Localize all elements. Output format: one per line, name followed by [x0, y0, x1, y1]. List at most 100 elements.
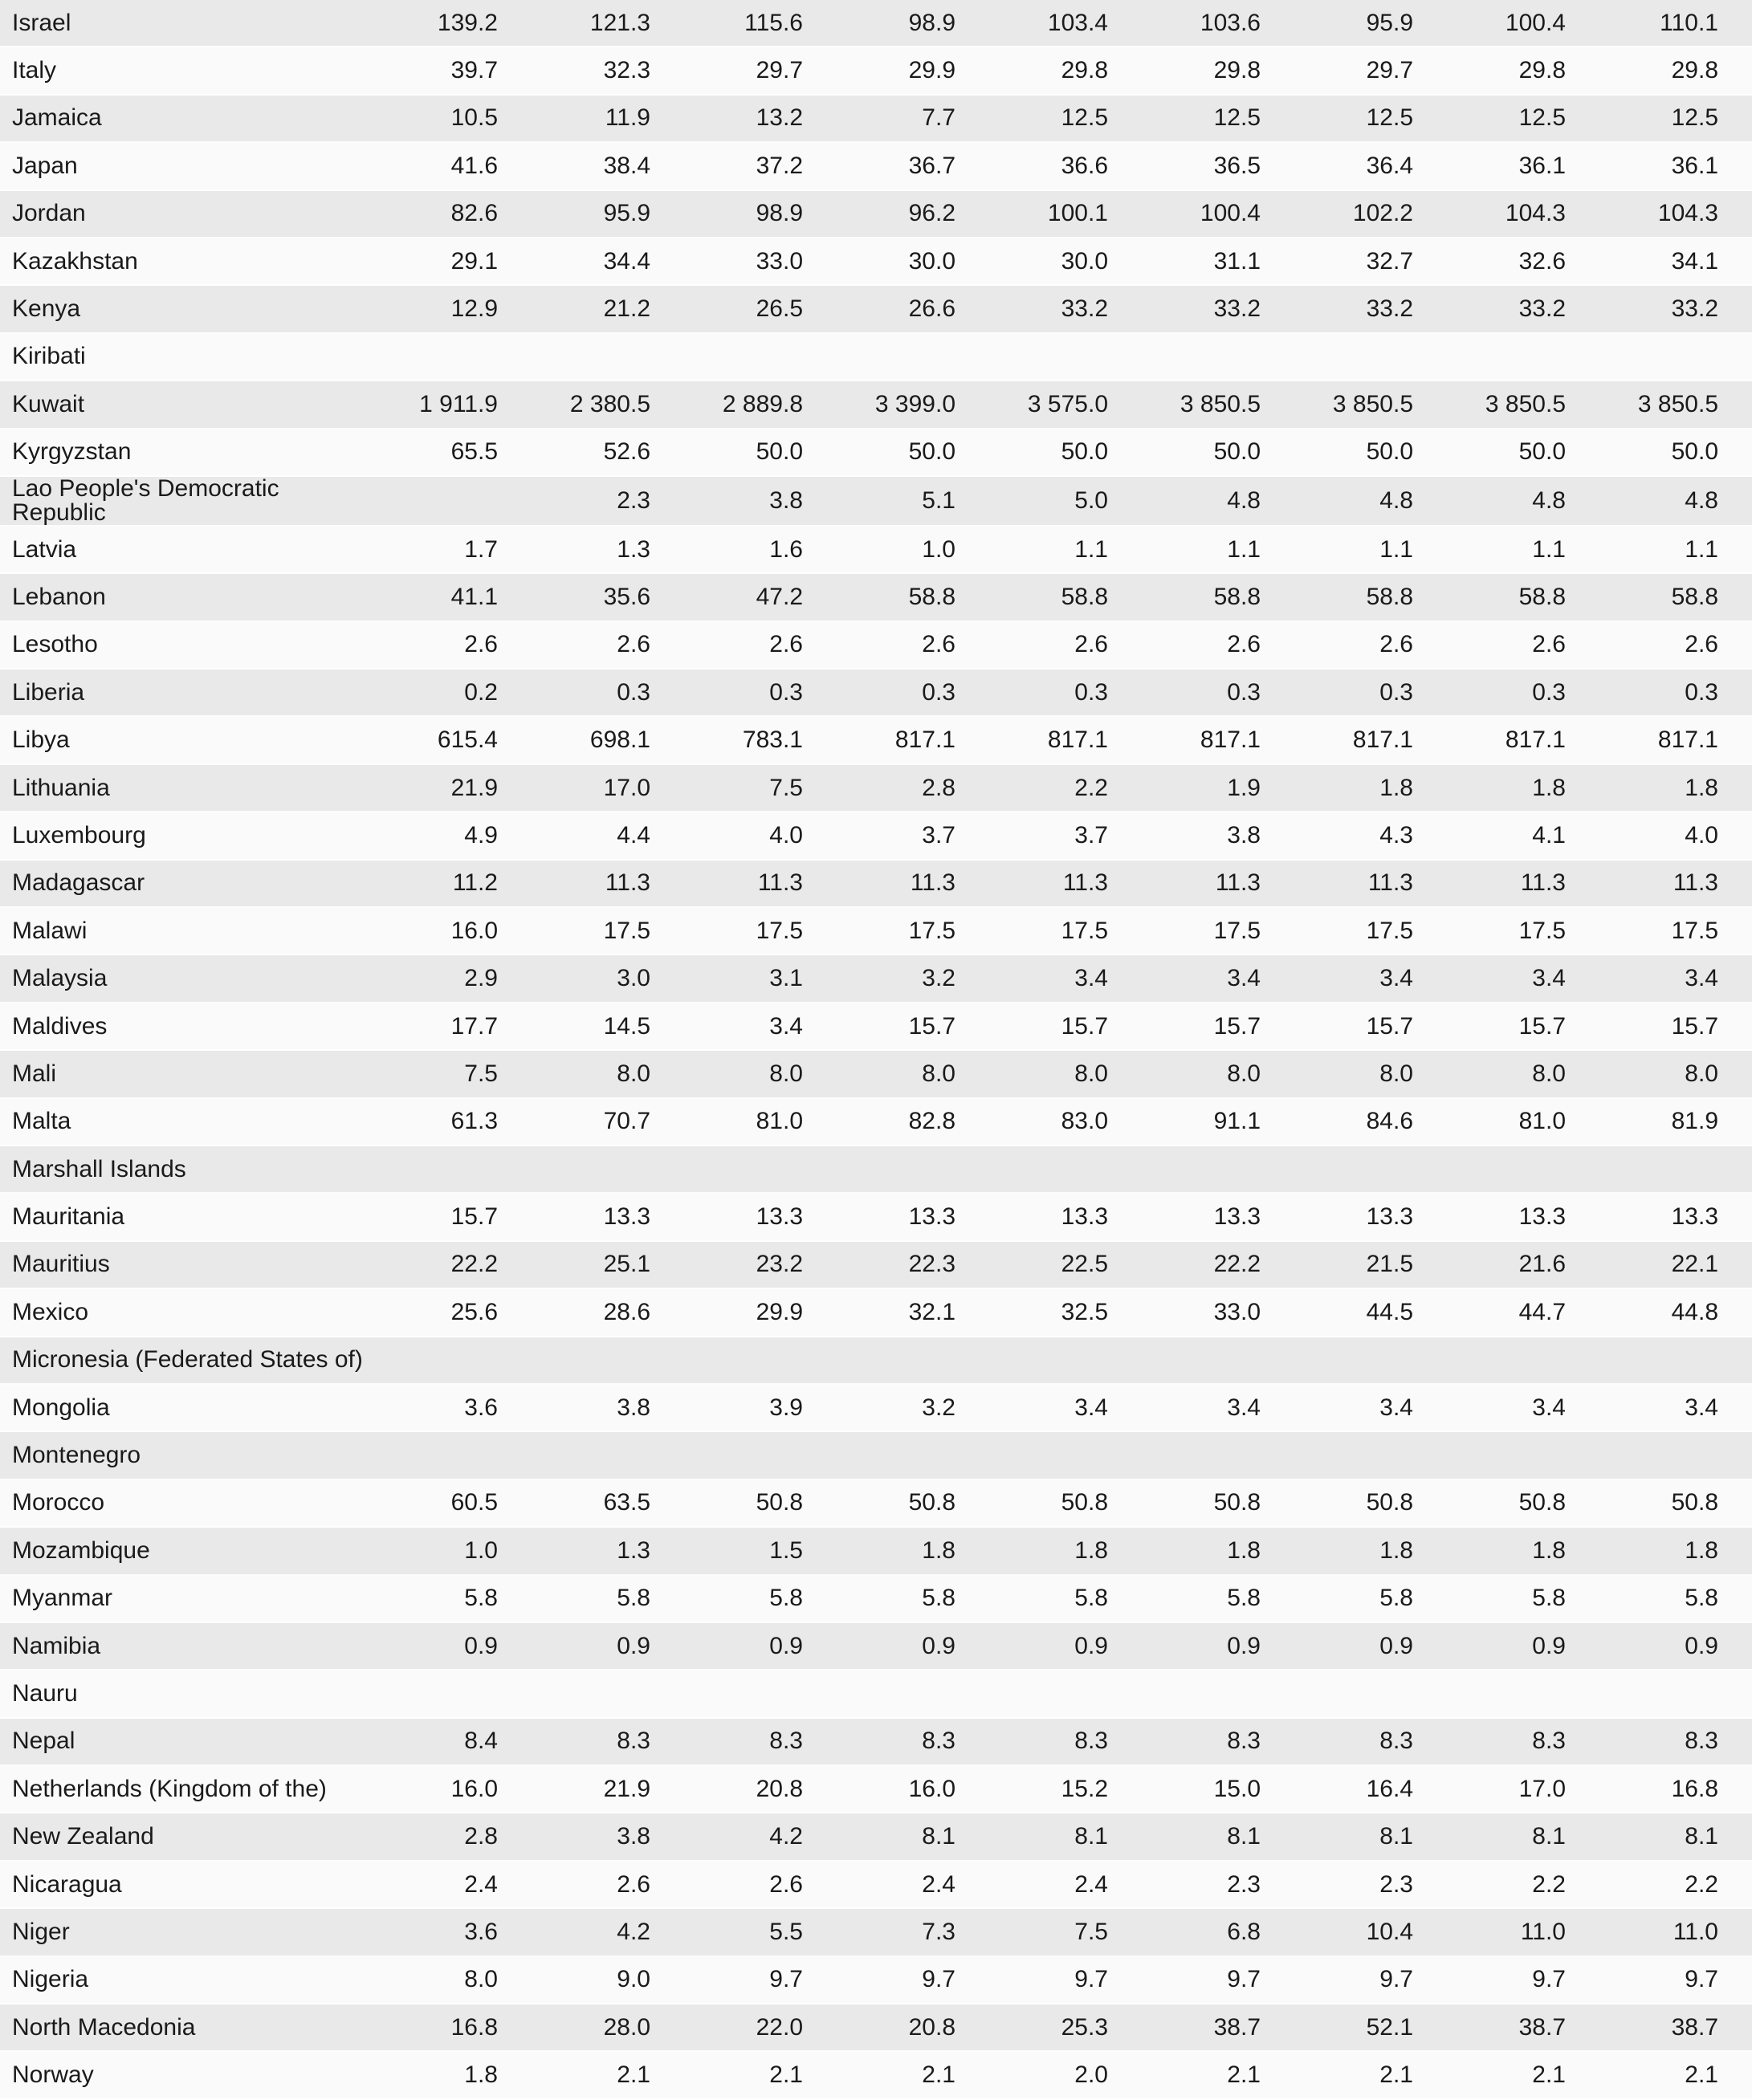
value-cell: 21.6	[1518, 1251, 1566, 1278]
value-cell: 50.8	[756, 1489, 803, 1516]
table-row: Micronesia (Federated States of)	[0, 1337, 1752, 1385]
value-cell: 2.6	[1379, 631, 1413, 658]
value-cell: 5.8	[1227, 1585, 1261, 1612]
value-cell: 3.7	[922, 821, 955, 849]
value-cell: 8.3	[1685, 1728, 1718, 1755]
value-cell: 25.1	[603, 1251, 650, 1278]
value-cell: 15.7	[1671, 1012, 1718, 1040]
table-row: Italy 39.7 32.3 29.7 29.9 29.8 29.8 29.7 29.8 29.…	[0, 47, 1752, 96]
table-row: Kazakhstan 29.1 34.4 33.0 30.0 30.0 31.1 32.7 32…	[0, 238, 1752, 287]
value-cell: 15.7	[450, 1203, 498, 1231]
value-cell: 33.2	[1061, 295, 1108, 323]
value-cell: 0.9	[769, 1632, 803, 1659]
value-cell: 5.8	[769, 1585, 803, 1612]
value-cell: 3.0	[617, 965, 650, 992]
value-cell: 3.6	[464, 1918, 498, 1945]
value-cell: 17.0	[603, 774, 650, 801]
value-cell: 41.1	[450, 583, 498, 610]
value-cell: 33.2	[1213, 295, 1261, 323]
country-name-cell: Lebanon	[12, 583, 106, 610]
value-cell: 4.8	[1227, 486, 1261, 514]
value-cell: 8.0	[1074, 1060, 1108, 1087]
value-cell: 11.3	[1062, 869, 1108, 897]
value-cell: 2.1	[922, 2061, 955, 2089]
value-cell: 0.9	[1227, 1632, 1261, 1659]
value-cell: 17.5	[1213, 917, 1261, 944]
value-cell: 5.8	[1685, 1585, 1718, 1612]
value-cell: 32.7	[1366, 247, 1413, 275]
value-cell: 15.0	[1213, 1775, 1261, 1802]
value-cell: 11.3	[605, 869, 650, 897]
value-cell: 36.5	[1213, 152, 1261, 179]
value-cell: 8.3	[617, 1728, 650, 1755]
country-name-cell: Lao People's Democratic Republic	[12, 474, 279, 526]
value-cell: 29.9	[908, 57, 955, 84]
value-cell: 8.0	[1532, 1060, 1566, 1087]
value-cell: 8.3	[922, 1728, 955, 1755]
value-cell: 21.2	[603, 295, 650, 323]
value-cell: 110.1	[1660, 9, 1718, 36]
table-row: Latvia 1.7 1.3 1.6 1.0 1.1 1.1 1.1 1.1 1.1	[0, 526, 1752, 575]
table-row: North Macedonia 16.8 28.0 22.0 20.8 25.3 38.7 5…	[0, 2004, 1752, 2053]
value-cell: 2.4	[464, 1870, 498, 1898]
value-cell: 121.3	[589, 9, 650, 36]
value-cell: 38.7	[1518, 2013, 1566, 2041]
value-cell: 1.8	[1379, 774, 1413, 801]
value-cell: 26.6	[908, 295, 955, 323]
value-cell: 29.9	[756, 1298, 803, 1325]
value-cell: 3.4	[1227, 1394, 1261, 1421]
value-cell: 2.1	[617, 2061, 650, 2089]
value-cell: 98.9	[756, 200, 803, 227]
value-cell: 15.2	[1061, 1775, 1108, 1802]
value-cell: 1.3	[617, 1536, 650, 1564]
country-name-cell: Israel	[12, 9, 71, 36]
value-cell: 16.8	[450, 2013, 498, 2041]
value-cell: 25.3	[1061, 2013, 1108, 2041]
value-cell: 0.3	[769, 678, 803, 706]
value-cell: 30.0	[1061, 247, 1108, 275]
value-cell: 8.1	[1379, 1823, 1413, 1850]
value-cell: 38.7	[1213, 2013, 1261, 2041]
value-cell: 3 850.5	[1332, 390, 1413, 417]
value-cell: 1.1	[1074, 535, 1108, 563]
value-cell: 16.0	[450, 1775, 498, 1802]
value-cell: 10.5	[450, 104, 498, 132]
value-cell: 8.0	[769, 1060, 803, 1087]
country-name-cell: Lesotho	[12, 631, 98, 658]
country-name-cell: Lithuania	[12, 774, 110, 801]
value-cell: 2.1	[1532, 2061, 1566, 2089]
value-cell: 50.8	[908, 1489, 955, 1516]
value-cell: 5.1	[922, 486, 955, 514]
value-cell: 11.2	[452, 869, 498, 897]
value-cell: 37.2	[756, 152, 803, 179]
value-cell: 22.5	[1061, 1251, 1108, 1278]
value-cell: 58.8	[1671, 583, 1718, 610]
value-cell: 3.4	[1532, 1394, 1566, 1421]
value-cell: 8.0	[464, 1966, 498, 1993]
value-cell: 8.0	[1379, 1060, 1413, 1087]
country-name-cell: Libya	[12, 726, 70, 754]
value-cell: 4.8	[1532, 486, 1566, 514]
value-cell: 12.9	[450, 295, 498, 323]
value-cell: 5.0	[1074, 486, 1108, 514]
value-cell: 50.0	[1061, 438, 1108, 466]
value-cell: 3.4	[769, 1012, 803, 1040]
value-cell: 13.3	[1061, 1203, 1108, 1231]
value-cell: 3.2	[922, 1394, 955, 1421]
country-name-cell: Italy	[12, 57, 57, 84]
value-cell: 21.9	[603, 1775, 650, 1802]
value-cell: 8.0	[1227, 1060, 1261, 1087]
value-cell: 1.0	[464, 1536, 498, 1564]
value-cell: 29.8	[1213, 57, 1261, 84]
value-cell: 2.8	[464, 1823, 498, 1850]
country-name-cell: Nigeria	[12, 1966, 89, 1993]
value-cell: 2.3	[1379, 1870, 1413, 1898]
value-cell: 33.2	[1518, 295, 1566, 323]
value-cell: 1.8	[1685, 774, 1718, 801]
value-cell: 50.8	[1366, 1489, 1413, 1516]
value-cell: 17.5	[1061, 917, 1108, 944]
value-cell: 1 911.9	[419, 390, 498, 417]
value-cell: 36.4	[1366, 152, 1413, 179]
value-cell: 52.6	[603, 438, 650, 466]
value-cell: 17.5	[908, 917, 955, 944]
